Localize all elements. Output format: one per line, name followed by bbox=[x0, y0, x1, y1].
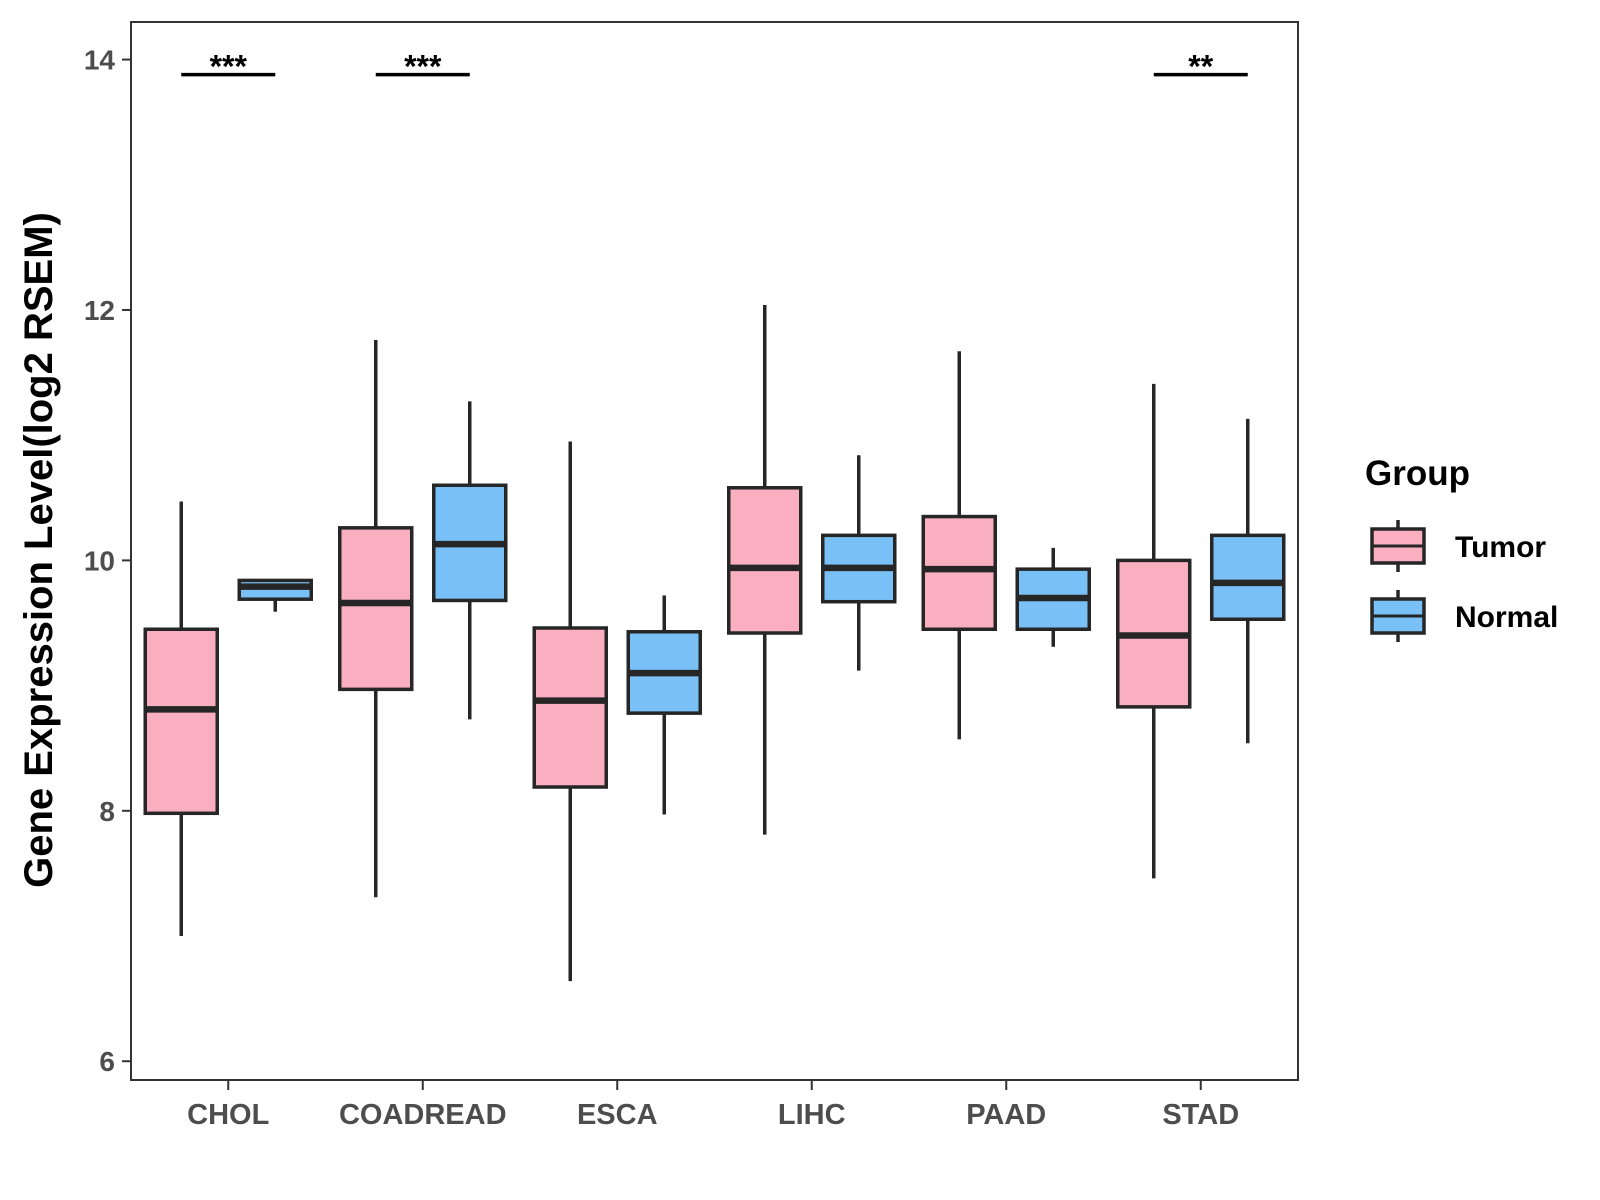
box-stad-normal bbox=[1210, 418, 1286, 744]
y-tick-label: 14 bbox=[84, 45, 116, 76]
legend-label: Tumor bbox=[1455, 531, 1546, 564]
x-tick-label: ESCA bbox=[577, 1099, 658, 1131]
x-tick-label: COADREAD bbox=[339, 1099, 507, 1131]
legend-key-normal bbox=[1370, 590, 1426, 642]
box-paad-tumor bbox=[921, 351, 997, 740]
iqr-box bbox=[143, 627, 219, 816]
x-tick-label: PAAD bbox=[966, 1099, 1046, 1131]
box-esca-tumor bbox=[532, 441, 608, 982]
plot-panel-border bbox=[130, 21, 1299, 1081]
y-tick-label: 8 bbox=[99, 796, 115, 827]
box-coadread-normal bbox=[432, 401, 508, 720]
legend-label: Normal bbox=[1455, 601, 1558, 634]
iqr-box bbox=[1210, 533, 1286, 621]
iqr-box bbox=[532, 626, 608, 789]
x-tick-label: STAD bbox=[1162, 1099, 1239, 1131]
iqr-box bbox=[921, 514, 997, 632]
y-tick-label: 6 bbox=[99, 1046, 115, 1077]
box-chol-tumor bbox=[143, 501, 219, 937]
iqr-box bbox=[727, 486, 803, 635]
box-chol-normal bbox=[237, 578, 313, 612]
box-lihc-tumor bbox=[727, 304, 803, 835]
box-lihc-normal bbox=[821, 455, 897, 671]
significance-label: ** bbox=[1188, 49, 1213, 85]
iqr-box bbox=[338, 526, 414, 692]
significance-layer: *** *** ** bbox=[181, 49, 1248, 85]
legend-key-tumor bbox=[1370, 520, 1426, 572]
box-stad-tumor bbox=[1116, 383, 1192, 879]
legend-title: Group bbox=[1365, 454, 1470, 493]
box-paad-normal bbox=[1015, 547, 1091, 647]
y-axis-title: Gene Expression Level(log2 RSEM) bbox=[17, 212, 61, 888]
y-tick-label: 10 bbox=[84, 545, 115, 576]
box-coadread-tumor bbox=[338, 340, 414, 898]
box-esca-normal bbox=[626, 595, 702, 815]
significance-label: *** bbox=[210, 49, 248, 85]
x-tick-label: CHOL bbox=[187, 1099, 269, 1131]
x-tick-label: LIHC bbox=[778, 1099, 846, 1131]
boxes-layer bbox=[143, 304, 1286, 982]
axes-layer: 6 8 10 12 14 CHOL COADREAD ESCA LIHC PAAD STAD bbox=[84, 45, 1239, 1131]
significance-label: *** bbox=[404, 49, 442, 85]
legend: Group Tumor Normal bbox=[1365, 454, 1558, 642]
y-tick-label: 12 bbox=[84, 295, 115, 326]
